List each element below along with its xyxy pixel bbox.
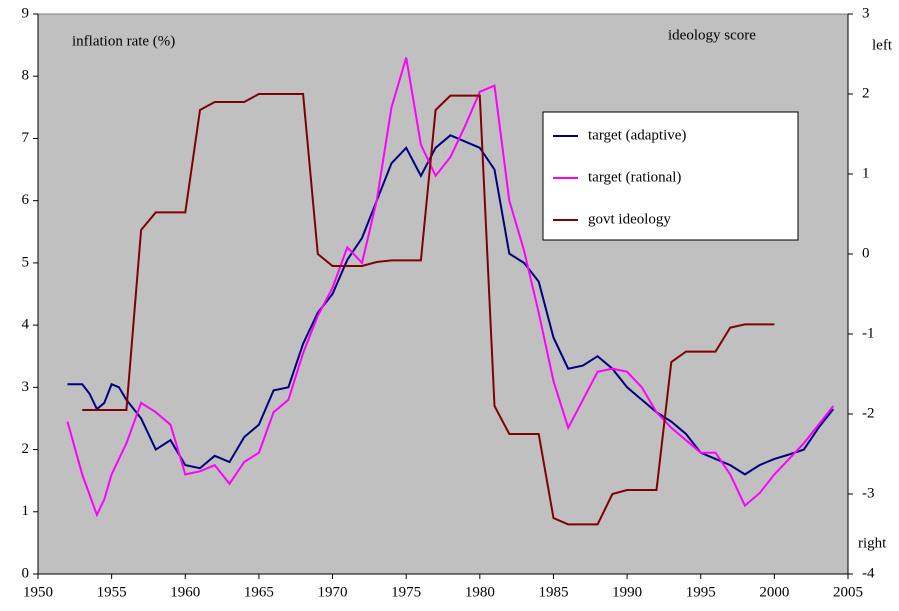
- y-tick-label: 8: [22, 68, 30, 84]
- y2-top-annotation: left: [872, 37, 893, 53]
- y2-tick-label: -4: [862, 565, 875, 581]
- legend-label: govt ideology: [588, 211, 671, 227]
- y-tick-label: 5: [22, 254, 30, 270]
- x-tick-label: 2005: [833, 584, 863, 600]
- y-tick-label: 4: [22, 317, 30, 333]
- y-tick-label: 0: [22, 565, 30, 581]
- y-tick-label: 2: [22, 441, 30, 457]
- x-tick-label: 1960: [170, 584, 200, 600]
- y-axis-annotation: inflation rate (%): [72, 33, 175, 49]
- y-tick-label: 6: [22, 192, 30, 208]
- x-tick-label: 1950: [23, 584, 53, 600]
- y2-tick-label: 3: [862, 5, 870, 21]
- y-tick-label: 7: [22, 130, 30, 146]
- plot-area: [37, 13, 849, 575]
- y-tick-label: 1: [22, 503, 30, 519]
- x-tick-label: 1995: [686, 584, 716, 600]
- x-tick-label: 1955: [97, 584, 127, 600]
- y2-bottom-annotation: right: [858, 535, 887, 551]
- x-tick-label: 1970: [318, 584, 348, 600]
- y2-tick-label: -3: [862, 485, 875, 501]
- x-tick-label: 1980: [465, 584, 495, 600]
- x-tick-label: 2000: [759, 584, 789, 600]
- x-tick-label: 1985: [538, 584, 568, 600]
- y2-tick-label: -1: [862, 325, 875, 341]
- y2-tick-label: -2: [862, 405, 875, 421]
- legend-box: [542, 111, 799, 241]
- y-tick-label: 3: [22, 379, 30, 395]
- series-line: [66, 57, 835, 518]
- legend: target (adaptive) target (rational) govt i…: [542, 111, 799, 241]
- legend-label: target (adaptive): [588, 127, 686, 143]
- y2-axis-annotation: ideology score: [668, 27, 756, 43]
- y2-tick-label: 0: [862, 245, 870, 261]
- y2-tick-label: 1: [862, 165, 870, 181]
- series-line: [82, 93, 775, 526]
- y-tick-label: 9: [22, 5, 30, 21]
- x-tick-label: 1990: [612, 584, 642, 600]
- y2-tick-label: 2: [862, 85, 870, 101]
- legend-label: target (rational): [588, 169, 681, 185]
- x-tick-label: 1965: [244, 584, 274, 600]
- x-tick-label: 1975: [391, 584, 421, 600]
